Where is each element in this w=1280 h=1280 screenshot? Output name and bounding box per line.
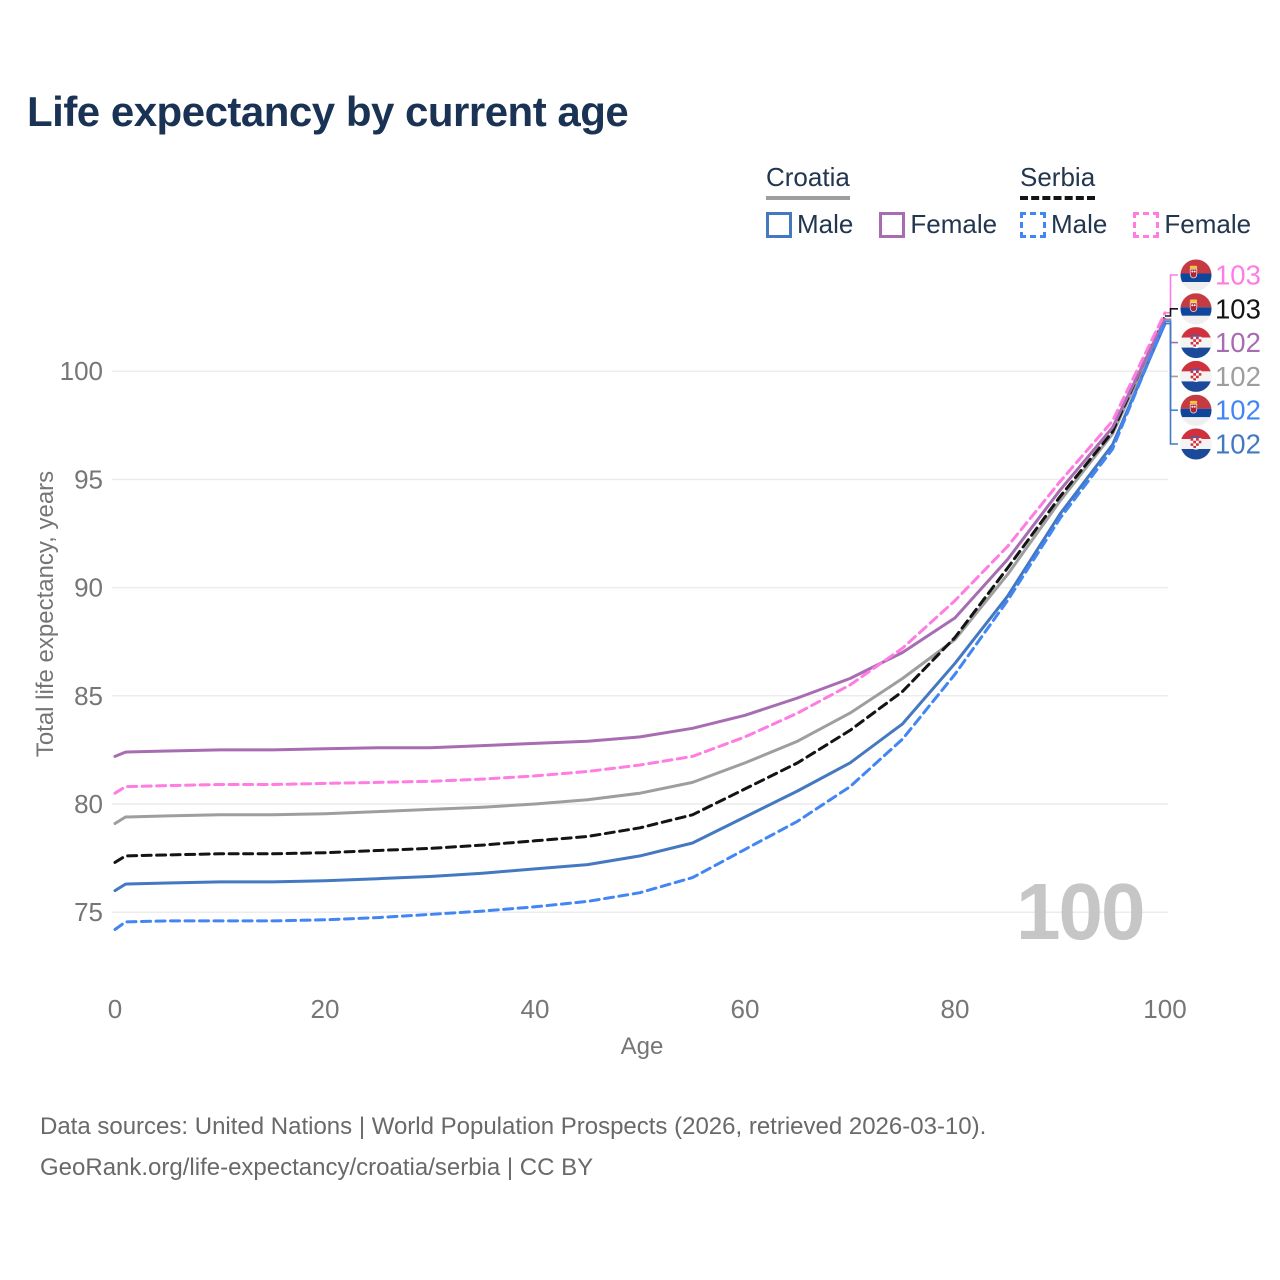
footer: Data sources: United Nations | World Pop…: [40, 1106, 986, 1188]
x-tick-label-100: 100: [1143, 994, 1186, 1024]
x-tick-label-60: 60: [731, 994, 760, 1024]
legend-items-serbia: Male Female: [1020, 209, 1251, 240]
page-title: Life expectancy by current age: [27, 88, 629, 135]
y-tick-label-80: 80: [74, 789, 103, 819]
series-line-serbia-female: [113, 311, 1167, 795]
end-label-connector: [1165, 318, 1178, 344]
x-tick-label-40: 40: [521, 994, 550, 1024]
x-tick-label-20: 20: [311, 994, 340, 1024]
x-tick-label-80: 80: [941, 994, 970, 1024]
legend-item-label: Male: [1051, 209, 1108, 239]
legend-item-serbia-male[interactable]: Male: [1020, 209, 1107, 240]
end-label-value: 102: [1215, 429, 1261, 460]
legend-group-croatia: Croatia Male Female: [766, 162, 1020, 240]
end-label-connector: [1165, 320, 1178, 411]
legend-item-label: Female: [910, 209, 998, 239]
series-line-croatia-male: [113, 322, 1167, 893]
legend-item-croatia-male[interactable]: Male: [766, 209, 853, 240]
end-label-value: 102: [1215, 361, 1261, 392]
y-tick-label-75: 75: [74, 897, 103, 927]
data-sources-text: Data sources: United Nations | World Pop…: [40, 1113, 987, 1140]
end-label-croatia-male: 102: [1165, 322, 1261, 460]
series-line-croatia-female: [113, 317, 1167, 758]
x-axis-title: Age: [620, 1033, 664, 1060]
end-label-connector: [1165, 274, 1178, 314]
y-tick-label-100: 100: [60, 356, 103, 386]
attribution-text: GeoRank.org/life-expectancy/croatia/serb…: [40, 1154, 594, 1181]
end-label-value: 103: [1215, 293, 1261, 324]
end-label-value: 102: [1215, 327, 1261, 358]
legend-item-croatia-female[interactable]: Female: [879, 209, 997, 240]
legend-country-croatia[interactable]: Croatia: [766, 162, 850, 200]
croatia-female-swatch-icon: [879, 211, 906, 238]
legend-country-serbia[interactable]: Serbia: [1020, 162, 1096, 200]
legend: Croatia Male Female Serbia Male: [766, 162, 1251, 240]
end-label-croatia-female: 102: [1165, 318, 1261, 359]
croatia-flag-icon: [1181, 429, 1212, 460]
croatia-flag-icon: [1181, 327, 1212, 358]
series-line-croatia: [113, 318, 1167, 825]
series-lines: [113, 311, 1167, 931]
croatia-flag-icon: [1181, 361, 1212, 392]
end-label-connector: [1165, 322, 1178, 445]
series-line-serbia-male: [113, 319, 1167, 931]
y-tick-label-95: 95: [74, 464, 103, 494]
serbia-female-swatch-icon: [1133, 211, 1160, 238]
legend-group-serbia: Serbia Male Female: [1020, 162, 1251, 240]
serbia-flag-icon: [1181, 260, 1212, 291]
legend-item-label: Female: [1164, 209, 1252, 239]
croatia-male-swatch-icon: [766, 211, 792, 238]
end-label-connector: [1165, 319, 1178, 378]
end-label-value: 103: [1215, 260, 1261, 291]
serbia-flag-icon: [1181, 395, 1212, 426]
end-label-croatia: 102: [1165, 319, 1261, 393]
end-label-serbia-male: 102: [1165, 320, 1261, 427]
gridlines: [112, 370, 1168, 913]
serbia-male-swatch-icon: [1020, 211, 1046, 238]
legend-items-croatia: Male Female: [766, 209, 1020, 240]
end-label-connector: [1165, 308, 1178, 317]
legend-item-serbia-female[interactable]: Female: [1133, 209, 1251, 240]
series-line-serbia: [113, 314, 1167, 864]
x-tick-label-0: 0: [108, 994, 122, 1024]
end-label-value: 102: [1215, 395, 1261, 426]
serbia-flag-icon: [1181, 293, 1212, 324]
y-tick-label-90: 90: [74, 573, 103, 603]
age-indicator-watermark: 100: [1016, 867, 1145, 956]
legend-item-label: Male: [797, 209, 854, 239]
end-label-serbia: 103: [1165, 293, 1261, 325]
end-label-serbia-female: 103: [1165, 259, 1261, 314]
y-tick-label-85: 85: [74, 681, 103, 711]
